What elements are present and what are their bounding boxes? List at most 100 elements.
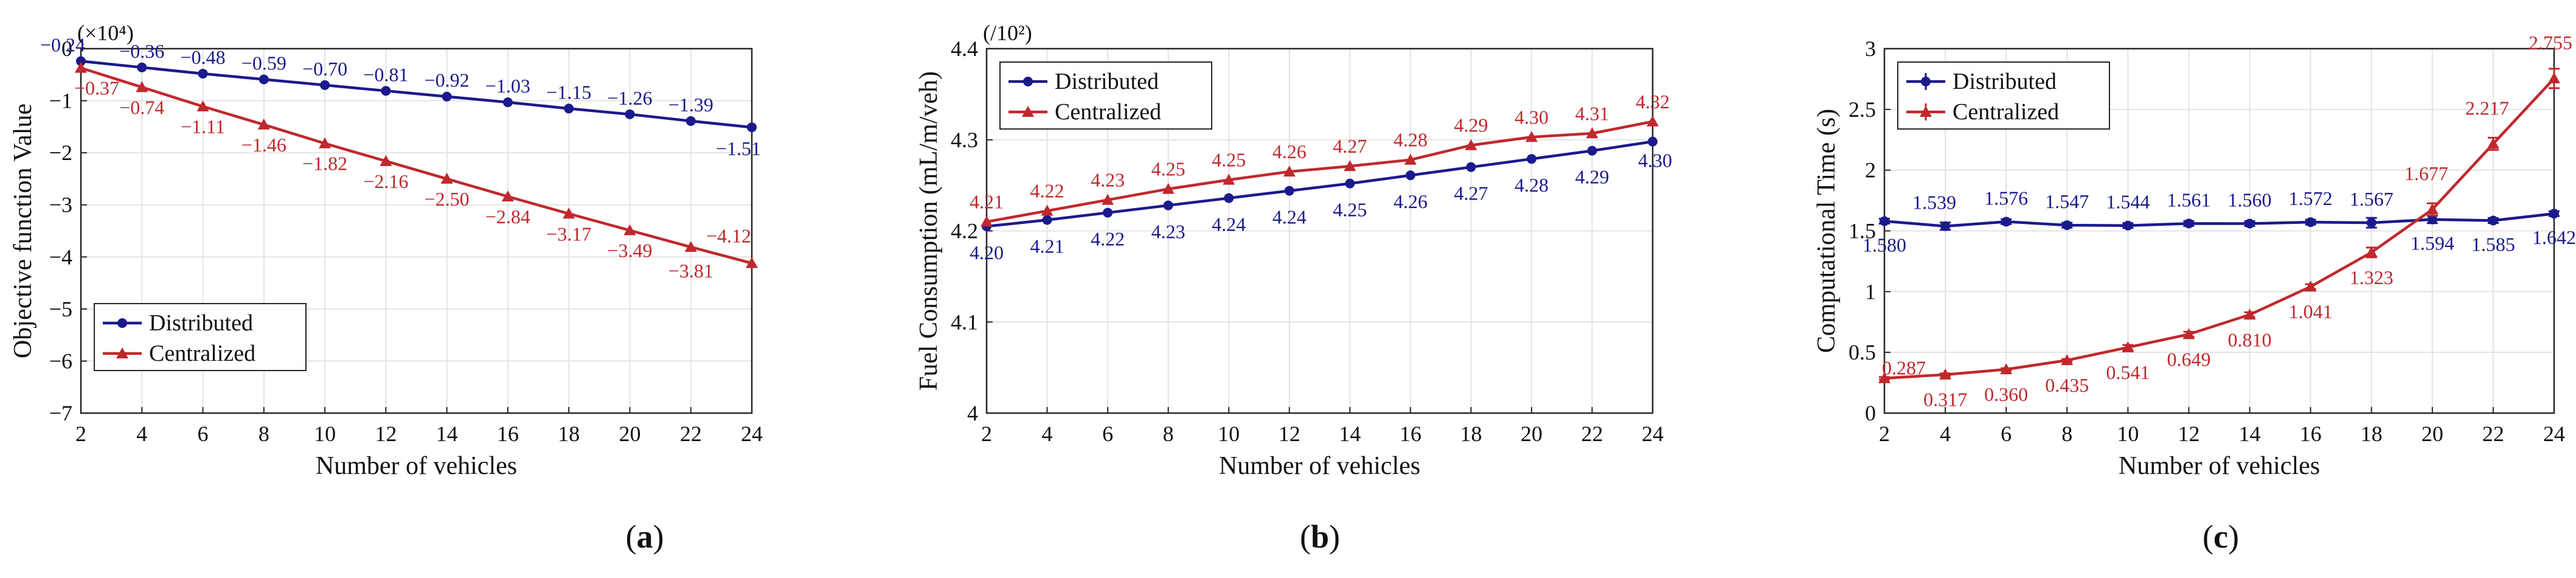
data-value-label: −2.50 [425,188,470,210]
x-tick-label: 20 [1521,422,1543,446]
y-tick-label: 4.3 [951,128,978,152]
x-tick-label: 16 [1400,422,1422,446]
y-tick-label: −2 [49,141,72,165]
series-line [80,66,752,265]
panel-label: (b) [1300,518,1340,555]
panel-label-letter: b [1311,518,1329,555]
y-tick-label: 3 [1865,37,1876,61]
data-point-marker [747,122,757,133]
data-point-marker [136,81,148,92]
data-point-marker [2122,341,2134,352]
series-distributed: −0.24 −0.36 −0.48 −0.59 −0.70 −0.81 −0.92 −1.03… [40,34,761,160]
x-tick-label: 14 [436,422,458,446]
x-tick-label: 16 [2300,422,2322,446]
data-point-marker [2123,220,2133,231]
x-tick-label: 10 [2117,422,2139,446]
data-point-marker [1586,127,1599,139]
data-point-marker [198,69,208,79]
data-point-marker [1405,170,1415,181]
y-tick-label: −1 [49,89,72,113]
data-point-marker [1041,204,1054,216]
x-tick-label: 2 [1879,422,1890,446]
data-point-marker [1163,200,1173,211]
data-point-marker [2366,218,2376,228]
data-point-marker [684,241,697,252]
data-value-label: −0.70 [302,58,347,80]
x-tick-label: 24 [1642,422,1664,446]
data-value-label: 1.547 [2045,190,2089,212]
series-line [986,140,1653,228]
data-point-marker [380,155,392,166]
x-tick-label: 18 [1460,422,1482,446]
data-value-label: −1.03 [485,75,530,97]
data-point-marker [1878,372,1890,383]
data-value-label: 4.23 [1151,221,1186,243]
data-value-label: 0.360 [1984,383,2028,405]
data-value-label: 1.544 [2106,191,2150,213]
y-tick-label: 1.5 [1849,219,1876,243]
x-tick-label: 4 [1940,422,1951,446]
series-line [1884,212,2555,228]
data-point-marker [320,80,330,90]
data-point-marker [2488,215,2498,226]
data-point-marker [319,137,332,148]
panel-label-close: ) [2228,518,2239,555]
data-value-label: 4.28 [1394,129,1428,151]
data-point-marker [442,91,452,102]
data-value-label: 2.755 [2529,32,2572,54]
data-value-label: 0.810 [2228,329,2272,350]
y-axis-title: Fuel Consumption (mL/m/veh) [915,71,943,391]
data-point-marker [440,172,453,184]
data-point-marker [2304,280,2317,292]
data-point-marker [623,224,636,235]
data-value-label: −0.24 [40,34,85,56]
data-point-marker [381,86,391,96]
data-value-label: 1.580 [1863,234,1906,256]
data-point-marker [76,56,86,66]
legend-entry-label: Centralized [1055,99,1161,125]
y-tick-label: 0 [1865,401,1876,425]
data-value-label: 4.26 [1394,190,1428,212]
panel-label-open: ( [2203,518,2213,555]
x-tick-label: 2 [981,422,992,446]
data-point-marker [2427,214,2437,225]
data-value-label: 4.26 [1272,141,1307,162]
panel-label-open: ( [626,518,637,555]
data-point-marker [1647,115,1659,127]
data-value-label: 4.30 [1515,106,1549,128]
data-point-marker [1939,368,1952,380]
x-tick-label: 20 [2422,422,2443,446]
data-point-marker [746,257,758,268]
data-value-label: 0.287 [1882,357,1926,379]
chart-panel-b: 44.14.24.34.42 4 6 8 10 12 14 16 18 20 22 24Number … [915,21,1672,555]
legend-entry-label: Distributed [149,310,253,336]
data-value-label: −1.15 [546,81,591,103]
data-value-label: −0.48 [181,46,226,68]
y-tick-label: 4 [967,401,978,425]
x-tick-label: 24 [741,422,763,446]
legend-entry-label: Centralized [1953,99,2059,125]
x-tick-label: 8 [259,422,269,446]
data-value-label: −1.26 [607,87,652,109]
y-tick-label: −7 [49,401,72,425]
series-centralized: 0.287 0.317 0.360 0.435 0.541 0.649 0.810 1.041… [1878,32,2572,411]
legend-box [999,61,1212,130]
data-point-marker [2182,328,2195,339]
data-point-marker [75,61,87,73]
data-point-marker [981,215,993,227]
x-tick-label: 12 [2178,422,2199,446]
x-tick-label: 10 [1218,422,1240,446]
data-value-label: 4.20 [970,242,1004,263]
data-point-marker [1344,160,1356,172]
x-tick-label: 6 [2001,422,2012,446]
data-point-marker [1880,216,1889,226]
x-tick-label: 8 [2061,422,2072,446]
y-tick-label: −6 [49,349,72,373]
data-value-label: 1.585 [2471,234,2515,256]
data-point-marker [1940,221,1951,231]
data-point-marker [2426,203,2439,215]
legend-entry-label: Distributed [1055,69,1159,94]
legend: Distributed Centralized [999,61,1212,130]
series-centralized: −0.37−0.74 −1.11 −1.46 −1.82 −2.16 −2.50 −2.84… [74,61,758,282]
